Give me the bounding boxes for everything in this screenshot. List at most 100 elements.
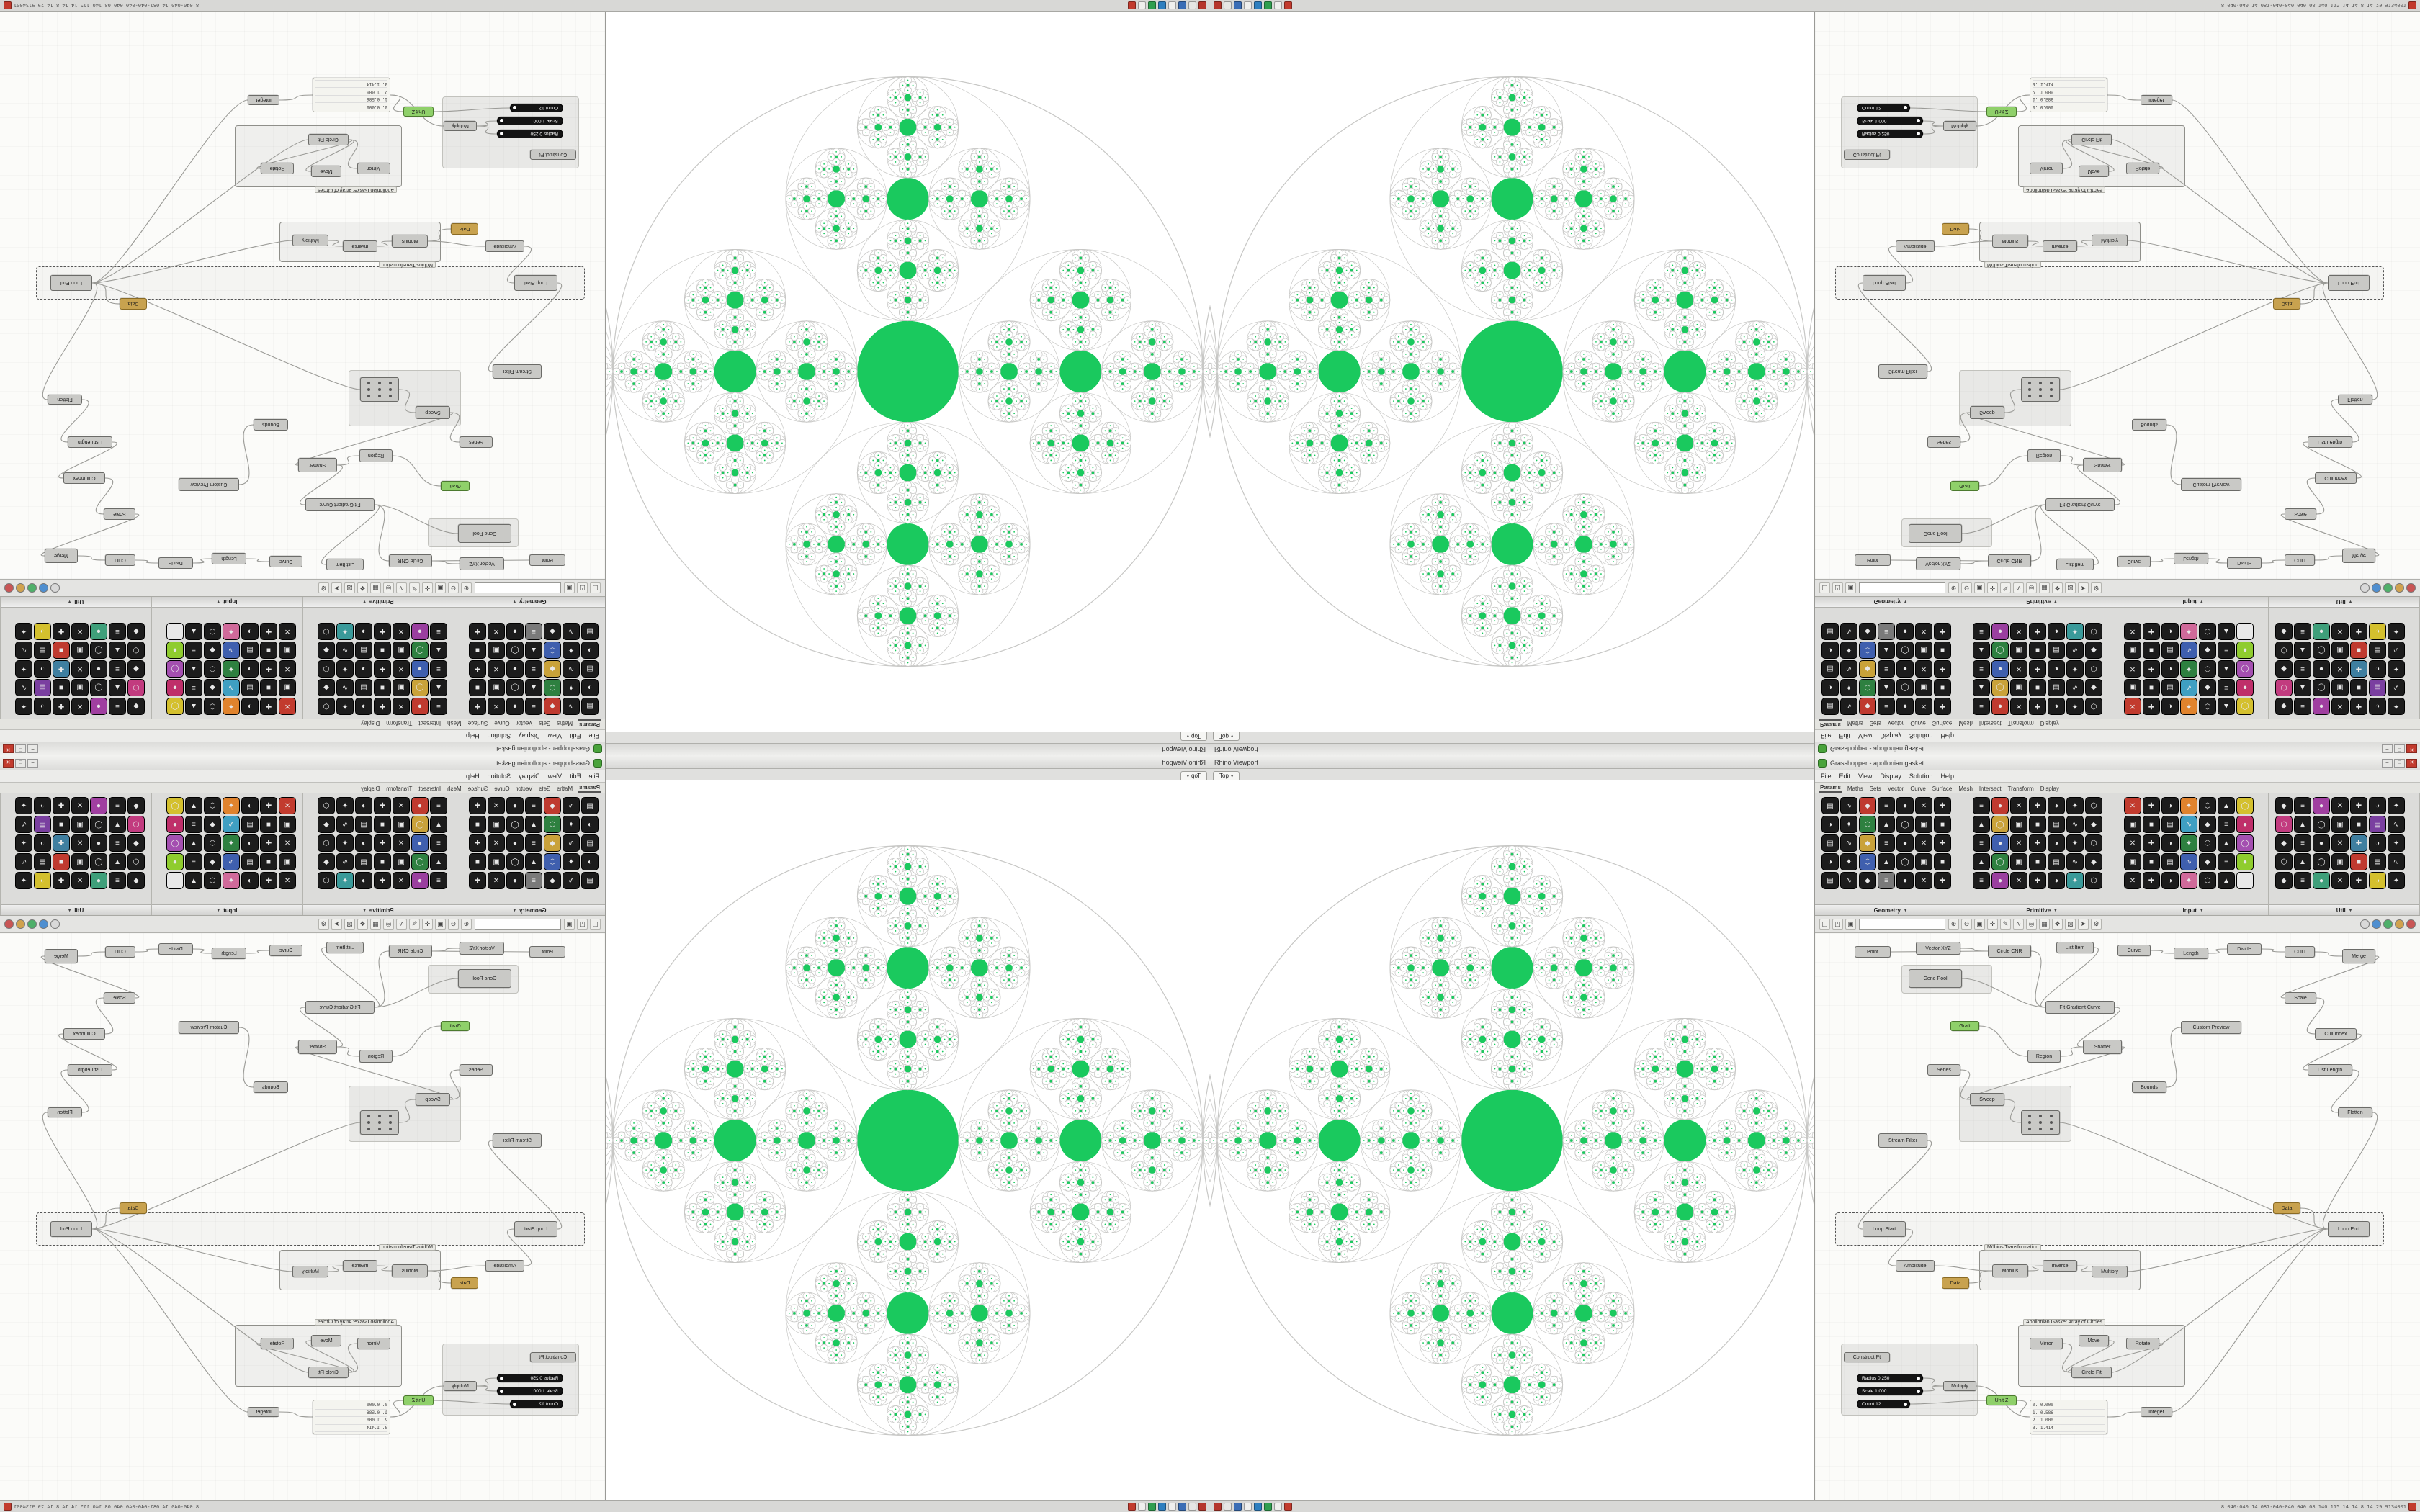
component-icon[interactable]: ● — [90, 623, 107, 640]
ghosted-display-icon[interactable] — [16, 583, 25, 593]
component-icon[interactable]: ⬡ — [2085, 660, 2102, 678]
cluster-icon[interactable]: ❖ — [2052, 582, 2063, 593]
component-icon[interactable]: ≡ — [1973, 872, 1990, 889]
component-icon[interactable]: ✚ — [2350, 660, 2367, 678]
component-icon[interactable]: ≡ — [2294, 698, 2311, 715]
component-icon[interactable]: ✦ — [223, 872, 240, 889]
component-icon[interactable]: ◆ — [2275, 698, 2293, 715]
component-icon[interactable]: ≡ — [2218, 816, 2235, 833]
component-icon[interactable]: ✚ — [2029, 698, 2046, 715]
open-definition-icon[interactable]: ◰ — [577, 582, 588, 593]
component-icon[interactable]: ● — [90, 872, 107, 889]
component-icon[interactable]: ✦ — [1840, 642, 1857, 659]
component-icon[interactable]: ✚ — [260, 698, 277, 715]
component-icon[interactable]: ✚ — [2029, 660, 2046, 678]
component-icon[interactable]: ◆ — [2085, 679, 2102, 696]
zoom-in-icon[interactable]: ⊕ — [1948, 919, 1959, 930]
component-icon[interactable]: ■ — [374, 853, 391, 870]
component-icon[interactable]: ✚ — [2029, 797, 2046, 814]
component-icon[interactable]: ✕ — [1915, 660, 1932, 678]
component-icon[interactable]: ▲ — [185, 834, 202, 852]
component-icon[interactable]: ✚ — [2143, 698, 2160, 715]
sketch-icon[interactable]: ✎ — [2000, 582, 2011, 593]
component-icon[interactable]: ≡ — [1878, 623, 1895, 640]
gh-node-shatter[interactable]: Shatter — [298, 458, 337, 472]
component-icon[interactable]: ✚ — [1934, 797, 1951, 814]
component-icon[interactable]: ▤ — [241, 642, 259, 659]
component-icon[interactable]: ■ — [260, 816, 277, 833]
component-icon[interactable]: ▲ — [1973, 816, 1990, 833]
component-icon[interactable]: ● — [2236, 642, 2254, 659]
component-icon[interactable]: ✦ — [336, 872, 354, 889]
component-icon[interactable]: ▲ — [185, 698, 202, 715]
pointer-icon[interactable]: ➤ — [331, 582, 342, 593]
tab-mesh[interactable]: Mesh — [447, 786, 462, 792]
component-icon[interactable]: ◆ — [2199, 642, 2216, 659]
zoom-extents-icon[interactable]: ▣ — [435, 919, 446, 930]
component-icon[interactable]: ✕ — [2010, 623, 2027, 640]
component-icon[interactable]: ◆ — [2275, 872, 2293, 889]
preview-icon[interactable]: ◎ — [2026, 582, 2037, 593]
component-icon[interactable]: ▣ — [2124, 816, 2141, 833]
canvas-search-input[interactable] — [475, 582, 561, 593]
cluster-icon[interactable]: ❖ — [2052, 919, 2063, 930]
gh-node-inverse[interactable]: Inverse — [343, 240, 377, 252]
rhino-app-icon[interactable] — [1214, 1503, 1222, 1511]
menu-edit[interactable]: Edit — [1839, 732, 1851, 739]
minimize-button[interactable]: – — [2382, 744, 2393, 754]
component-icon[interactable]: ▤ — [2369, 853, 2386, 870]
component-icon[interactable]: ◯ — [506, 679, 524, 696]
zoom-in-icon[interactable]: ⊕ — [461, 582, 472, 593]
gh-node-data[interactable]: Data — [1942, 1277, 1969, 1289]
gh-node-fit-gradient-curve[interactable]: Fit Gradient Curve — [305, 498, 375, 511]
component-icon[interactable]: ≡ — [185, 679, 202, 696]
menu-file[interactable]: File — [588, 732, 599, 739]
menu-file[interactable]: File — [1821, 732, 1832, 739]
component-icon[interactable]: ◑ — [241, 623, 259, 640]
gh-node-md-slider[interactable] — [360, 1110, 399, 1135]
gh-node-md-slider[interactable] — [360, 377, 399, 402]
gh-node-loop-start[interactable]: Loop Start — [514, 275, 557, 291]
gh-node-m-bius[interactable]: Möbius — [392, 1264, 428, 1277]
component-icon[interactable]: ▲ — [2294, 853, 2311, 870]
gh-node-cull-i[interactable]: Cull i — [105, 554, 135, 566]
bake-icon[interactable]: ▦ — [2039, 919, 2050, 930]
rendered-display-icon[interactable] — [27, 919, 37, 929]
component-icon[interactable]: ◑ — [34, 834, 51, 852]
component-icon[interactable]: ≡ — [185, 816, 202, 833]
component-icon[interactable]: ▤ — [241, 679, 259, 696]
gh-node-divide[interactable]: Divide — [2227, 943, 2262, 955]
cluster-icon[interactable]: ❖ — [357, 582, 368, 593]
chevron-down-icon[interactable]: ▾ — [513, 599, 516, 604]
component-icon[interactable]: ◯ — [506, 642, 524, 659]
component-icon[interactable]: ▲ — [1878, 816, 1895, 833]
component-icon[interactable]: ✦ — [15, 623, 32, 640]
viewport-titlebar[interactable]: Rhino Viewport — [606, 743, 1210, 756]
tab-intersect[interactable]: Intersect — [1978, 786, 2002, 792]
component-icon[interactable]: ◯ — [90, 853, 107, 870]
component-icon[interactable]: ◑ — [355, 797, 372, 814]
gh-node-scale-1-000[interactable]: Scale 1.000 — [497, 117, 563, 125]
component-icon[interactable]: ● — [2313, 834, 2330, 852]
component-icon[interactable]: ≡ — [185, 853, 202, 870]
sketch-icon[interactable]: ✎ — [2000, 919, 2011, 930]
component-icon[interactable]: ● — [411, 623, 429, 640]
wireframe-display-icon[interactable] — [2360, 583, 2370, 593]
component-icon[interactable]: ✕ — [393, 698, 410, 715]
component-icon[interactable]: ▣ — [2124, 642, 2141, 659]
wireframe-display-icon[interactable] — [50, 919, 60, 929]
component-icon[interactable]: ✦ — [2066, 623, 2084, 640]
component-icon[interactable]: ∿ — [2180, 853, 2197, 870]
tab-display[interactable]: Display — [2040, 720, 2059, 726]
component-icon[interactable]: ✕ — [2010, 834, 2027, 852]
component-icon[interactable]: ▤ — [2048, 679, 2065, 696]
gh-node-md-slider[interactable] — [2021, 377, 2060, 402]
gh-node-custom-preview[interactable]: Custom Preview — [179, 478, 239, 491]
settings-gear-icon[interactable]: ⚙ — [318, 919, 329, 930]
grasshopper-titlebar[interactable]: Grasshopper - apollonian gasket – □ ✕ — [1815, 756, 2420, 770]
component-icon[interactable]: ▤ — [1821, 623, 1839, 640]
component-icon[interactable]: ✦ — [15, 660, 32, 678]
media-app-icon[interactable] — [1138, 1, 1146, 9]
gh-node-count-12[interactable]: Count 12 — [510, 1400, 563, 1408]
component-icon[interactable]: ✕ — [488, 698, 505, 715]
